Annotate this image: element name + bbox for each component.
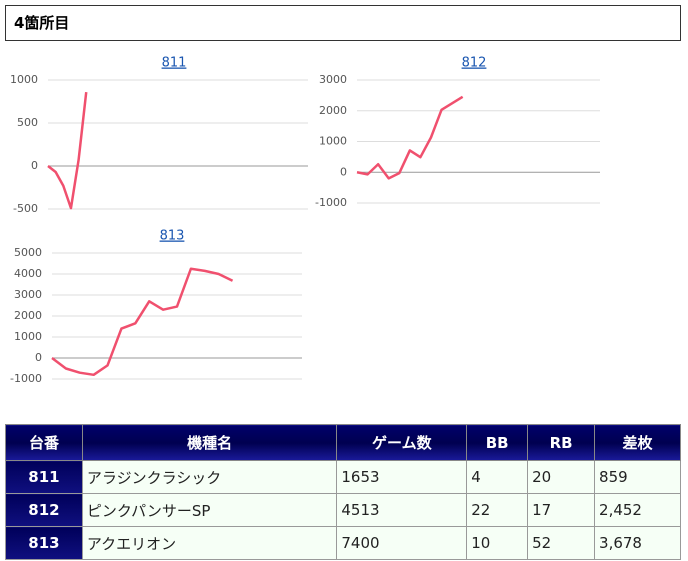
table-body: 811 アラジンクラシック 1653 4 20 859 812 ピンクパンサーSP 4513 22… xyxy=(5,460,681,560)
table-row: 813 アクエリオン 7400 10 52 3,678 xyxy=(5,526,681,560)
y-tick-label: 4000 xyxy=(14,267,42,280)
data-line xyxy=(51,267,234,377)
table-cell: アラジンクラシック xyxy=(81,460,338,494)
column-header: ゲーム数 xyxy=(336,424,468,461)
machine-number: 812 xyxy=(5,493,83,527)
y-tick-label: 5000 xyxy=(14,246,42,259)
chart-title[interactable]: 812 xyxy=(462,56,487,71)
y-tick-label: -500 xyxy=(13,202,38,215)
data-line xyxy=(356,95,464,180)
y-tick-label: 0 xyxy=(35,351,42,364)
chart-title[interactable]: 811 xyxy=(162,56,187,71)
column-header: 機種名 xyxy=(81,424,338,461)
y-tick-label: -1000 xyxy=(315,196,347,209)
y-tick-label: 1000 xyxy=(319,135,347,148)
data-line xyxy=(47,91,88,210)
section-header: 4箇所目 xyxy=(5,5,681,41)
table-cell: 4513 xyxy=(336,493,468,527)
machine-number: 811 xyxy=(5,460,83,494)
table-row: 811 アラジンクラシック 1653 4 20 859 xyxy=(5,460,681,494)
y-tick-label: 3000 xyxy=(319,73,347,86)
y-tick-label: 1000 xyxy=(14,330,42,343)
y-tick-label: -1000 xyxy=(10,372,42,385)
charts: 811 -500 0 500 1000 812 -1000 0 1000 2000 3000 813 -… xyxy=(10,56,600,385)
y-tick-label: 0 xyxy=(31,159,38,172)
y-tick-label: 2000 xyxy=(14,309,42,322)
y-tick-label: 1000 xyxy=(10,73,38,86)
table-cell: 22 xyxy=(466,493,529,527)
y-tick-label: 0 xyxy=(340,165,347,178)
machine-number: 813 xyxy=(5,526,83,560)
column-header: 差枚 xyxy=(594,424,681,461)
table-cell: アクエリオン xyxy=(81,526,338,560)
y-tick-label: 2000 xyxy=(319,104,347,117)
y-tick-label: 3000 xyxy=(14,288,42,301)
table-cell: 52 xyxy=(527,526,596,560)
table-cell: 17 xyxy=(527,493,596,527)
chart-title[interactable]: 813 xyxy=(160,229,185,244)
table-cell: 859 xyxy=(594,460,681,494)
table-cell: 1653 xyxy=(336,460,468,494)
table-cell: ピンクパンサーSP xyxy=(81,493,338,527)
header-row: 台番 機種名 ゲーム数 BB RB 差枚 xyxy=(5,424,681,461)
column-header: 台番 xyxy=(5,424,83,461)
table-cell: 7400 xyxy=(336,526,468,560)
table-cell: 2,452 xyxy=(594,493,681,527)
table-cell: 3,678 xyxy=(594,526,681,560)
table-cell: 20 xyxy=(527,460,596,494)
section-title: 4箇所目 xyxy=(14,14,70,32)
table-cell: 4 xyxy=(466,460,529,494)
table-row: 812 ピンクパンサーSP 4513 22 17 2,452 xyxy=(5,493,681,527)
data-table: 台番 機種名 ゲーム数 BB RB 差枚 811 アラジンクラシック 1653 4 20 859 81… xyxy=(5,424,681,560)
table-cell: 10 xyxy=(466,526,529,560)
y-tick-label: 500 xyxy=(17,116,38,129)
column-header: RB xyxy=(527,424,596,461)
column-header: BB xyxy=(466,424,529,461)
